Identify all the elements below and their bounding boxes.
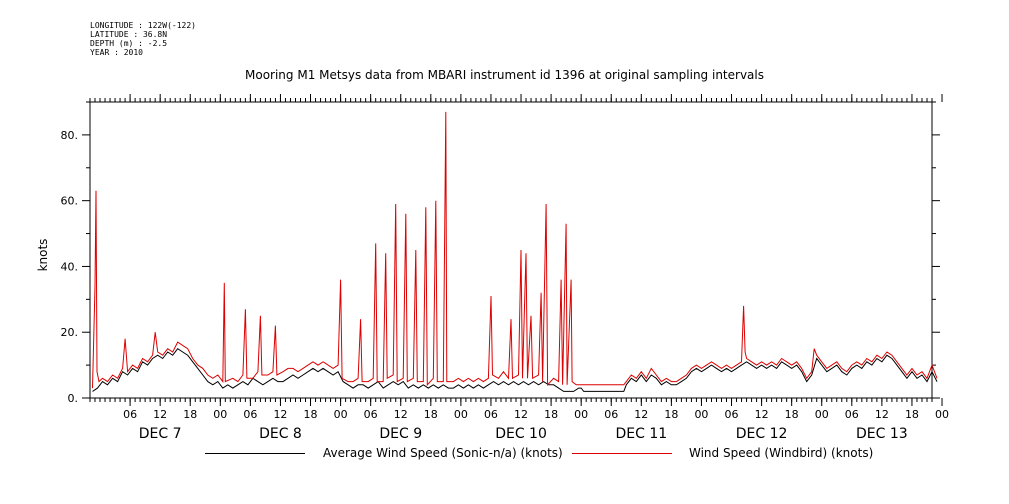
x-tick-label: 12 <box>273 408 287 421</box>
latitude-text: LATITUDE : 36.8N <box>90 30 168 39</box>
y-tick-label: 20. <box>61 326 79 339</box>
x-tick-label: 12 <box>755 408 769 421</box>
year-text: YEAR : 2010 <box>90 48 143 57</box>
x-tick-label: 00 <box>454 408 468 421</box>
legend-label-windbird: Wind Speed (Windbird) (knots) <box>689 446 874 460</box>
y-tick-label: 40. <box>61 260 79 273</box>
x-tick-label: 06 <box>484 408 498 421</box>
x-tick-label: 00 <box>334 408 348 421</box>
chart-series <box>92 111 938 392</box>
x-tick-label: 12 <box>394 408 408 421</box>
x-tick-label: 12 <box>634 408 648 421</box>
x-day-label: DEC 12 <box>736 426 788 442</box>
x-tick-label: 18 <box>183 408 197 421</box>
x-tick-label: 12 <box>875 408 889 421</box>
plot-frame <box>89 101 933 399</box>
x-tick-label: 18 <box>664 408 678 421</box>
x-tick-label: 06 <box>364 408 378 421</box>
legend-line-windbird <box>572 453 672 454</box>
depth-text: DEPTH (m) : -2.5 <box>90 39 168 48</box>
y-tick-label: 60. <box>61 195 79 208</box>
x-tick-label: 06 <box>243 408 257 421</box>
x-tick-label: 06 <box>604 408 618 421</box>
x-tick-label: 18 <box>905 408 919 421</box>
x-tick-label: 00 <box>574 408 588 421</box>
chart-axes: 06 12 18 00 06 12 18 00 06 12 18 00 06 12 18 00 06 12 18 00… <box>61 94 949 442</box>
x-day-label: DEC 9 <box>379 426 422 442</box>
x-tick-label: 18 <box>304 408 318 421</box>
series-line-sonic <box>92 348 938 392</box>
x-day-label: DEC 10 <box>495 426 547 442</box>
station-metadata: LONGITUDE : 122W(-122) LATITUDE : 36.8N … <box>90 21 196 57</box>
x-tick-label: 18 <box>424 408 438 421</box>
x-day-label: DEC 8 <box>259 426 302 442</box>
x-tick-label: 06 <box>123 408 137 421</box>
x-tick-label: 00 <box>694 408 708 421</box>
x-tick-label: 18 <box>785 408 799 421</box>
x-tick-label: 00 <box>815 408 829 421</box>
series-line-windbird <box>92 111 938 389</box>
x-day-label: DEC 13 <box>856 426 908 442</box>
legend-line-sonic <box>205 453 305 454</box>
legend-label-sonic: Average Wind Speed (Sonic-n/a) (knots) <box>323 446 563 460</box>
x-tick-label: 12 <box>514 408 528 421</box>
x-tick-label: 06 <box>845 408 859 421</box>
x-tick-label: 18 <box>544 408 558 421</box>
longitude-text: LONGITUDE : 122W(-122) <box>90 21 196 30</box>
x-tick-label: 00 <box>213 408 227 421</box>
x-day-label: DEC 11 <box>615 426 667 442</box>
y-tick-label: 80. <box>61 129 79 142</box>
chart-title: Mooring M1 Metsys data from MBARI instru… <box>245 68 764 82</box>
x-tick-label: 06 <box>725 408 739 421</box>
x-tick-label: 00 <box>935 408 949 421</box>
y-tick-label: 0. <box>68 392 79 405</box>
chart-legend: Average Wind Speed (Sonic-n/a) (knots) W… <box>0 446 1009 466</box>
x-day-label: DEC 7 <box>139 426 182 442</box>
x-tick-label: 12 <box>153 408 167 421</box>
y-axis-label: knots <box>36 239 50 272</box>
